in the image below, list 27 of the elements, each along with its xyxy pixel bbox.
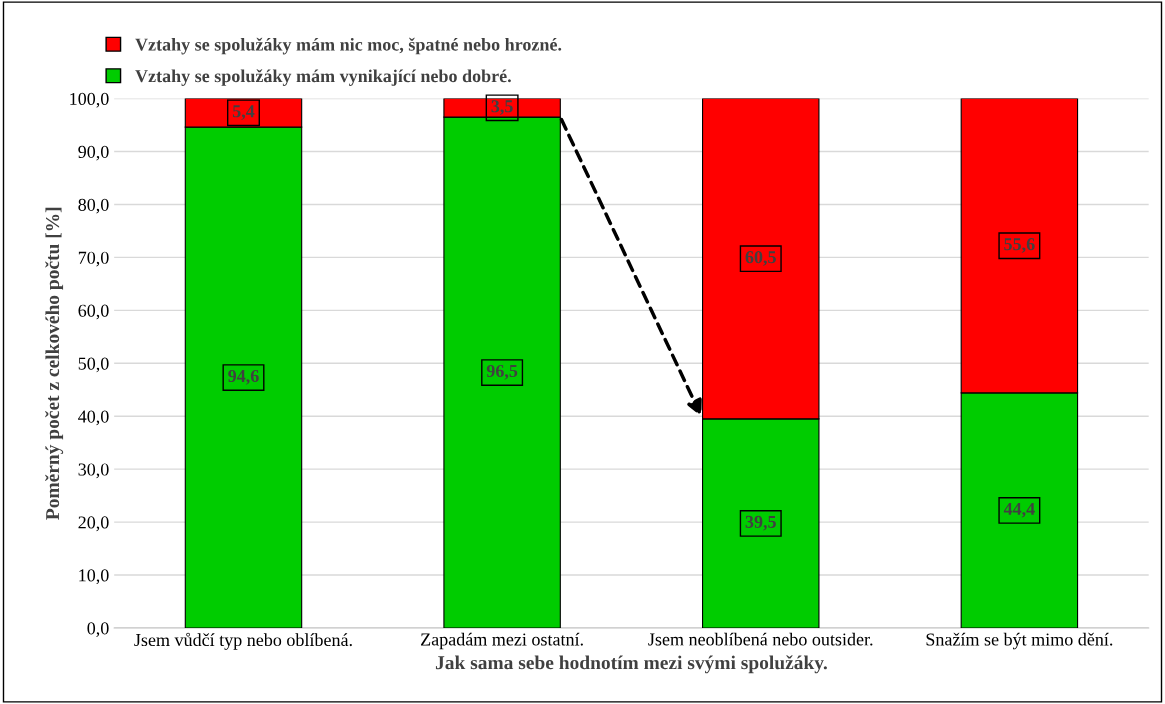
y-tick-label: 100,0	[70, 92, 109, 108]
data-label: 55,6	[1004, 238, 1035, 253]
data-label: 44,4	[1003, 502, 1035, 518]
y-tick-label: 10,0	[79, 569, 109, 585]
x-tick-label: Snažím se být mimo dění.	[926, 632, 1113, 650]
y-tick-label: 90,0	[78, 145, 109, 161]
data-label: 60,5	[745, 251, 776, 266]
x-tick-label: Jsem vůdčí typ nebo oblíbená.	[134, 632, 352, 650]
y-tick-label: 50,0	[78, 357, 109, 373]
legend-label: Vztahy se spolužáky mám nic moc, špatné nebo hrozné.	[135, 37, 562, 55]
data-label: 3,5	[491, 100, 513, 115]
y-axis-title: Poměrný počet z celkového počtu [%]	[45, 207, 64, 520]
data-label: 5,4	[232, 105, 255, 120]
x-tick-label: Jsem neoblíbená nebo outsider.	[648, 632, 873, 646]
y-tick-label: 0,0	[87, 622, 109, 638]
y-tick-label: 80,0	[78, 198, 109, 214]
x-tick-label: Zapadám mezi ostatní.	[421, 632, 583, 650]
y-tick-label: 70,0	[78, 251, 109, 267]
data-label: 39,5	[745, 515, 776, 531]
y-tick-label: 20,0	[78, 516, 109, 532]
data-label: 94,6	[228, 369, 259, 385]
y-tick-label: 60,0	[78, 304, 109, 320]
y-tick-label: 30,0	[78, 463, 109, 479]
y-tick-label: 40,0	[78, 410, 109, 426]
data-label: 96,5	[486, 364, 518, 380]
x-axis-title: Jak sama sebe hodnotím mezi svými spolužáky.	[435, 655, 827, 674]
legend-label: Vztahy se spolužáky mám vynikající nebo dobré.	[135, 69, 511, 86]
